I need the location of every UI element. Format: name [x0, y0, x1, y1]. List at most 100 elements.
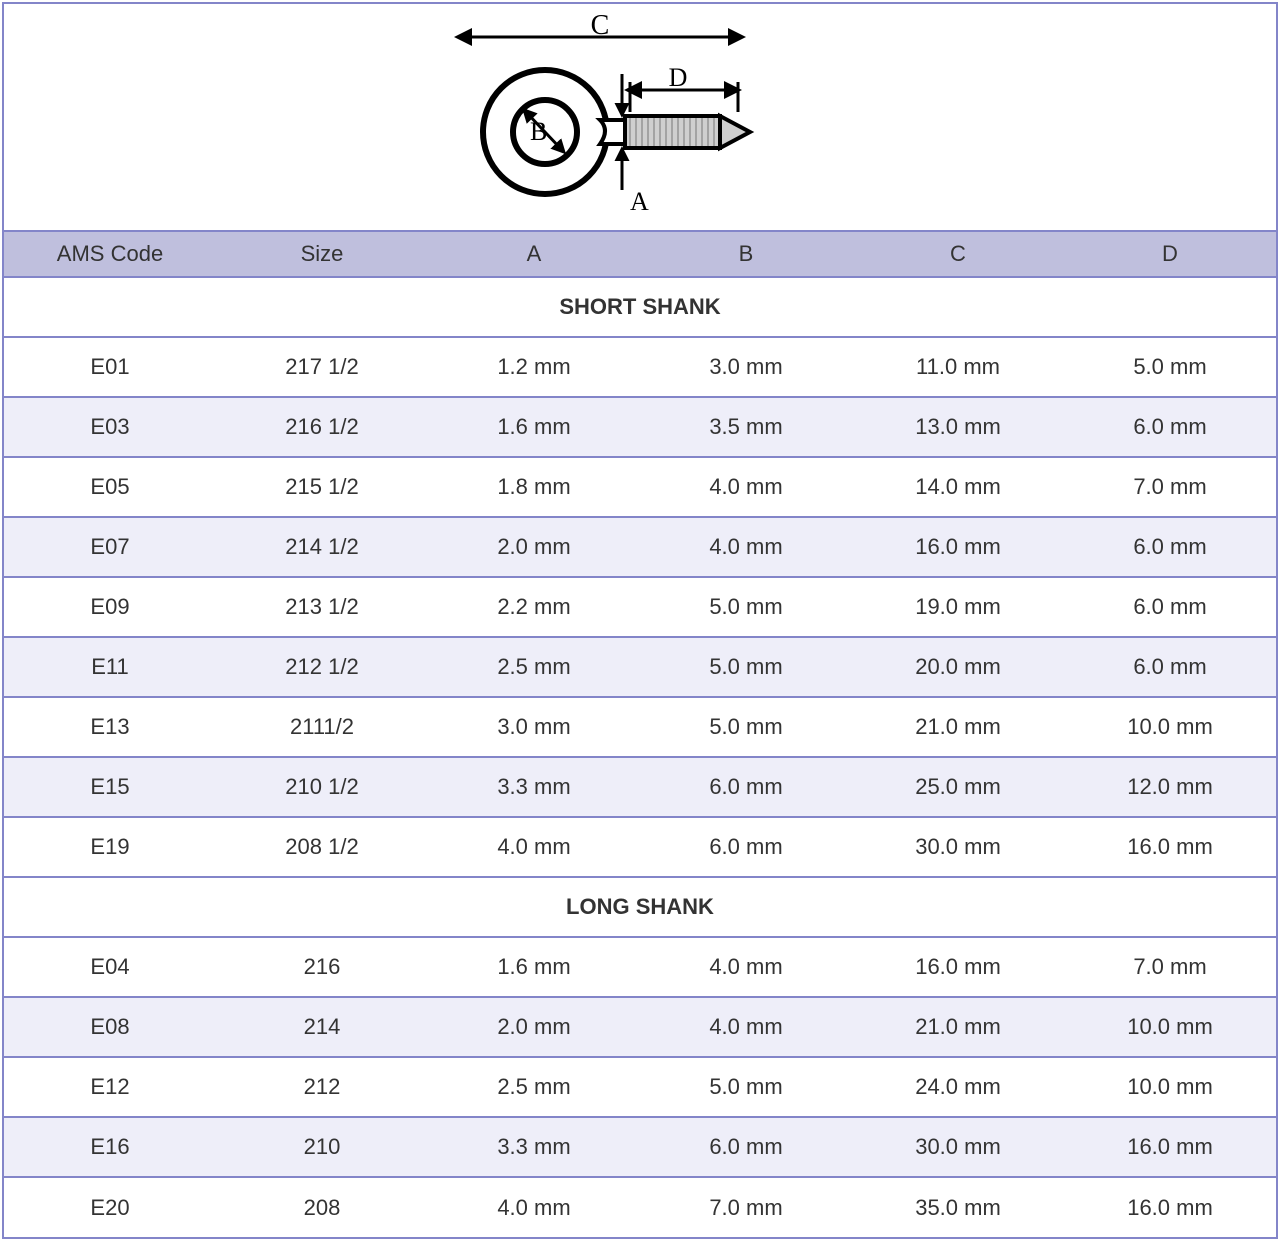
table-cell: 214: [216, 997, 428, 1057]
col-size: Size: [216, 232, 428, 277]
table-cell: 21.0 mm: [852, 697, 1064, 757]
table-cell: 5.0 mm: [1064, 337, 1276, 397]
table-cell: E09: [4, 577, 216, 637]
table-row: E09213 1/22.2 mm5.0 mm19.0 mm6.0 mm: [4, 577, 1276, 637]
table-row: E132111/23.0 mm5.0 mm21.0 mm10.0 mm: [4, 697, 1276, 757]
table-cell: 212 1/2: [216, 637, 428, 697]
table-cell: E16: [4, 1117, 216, 1177]
table-cell: 216 1/2: [216, 397, 428, 457]
label-d: D: [669, 63, 688, 92]
table-cell: 6.0 mm: [1064, 517, 1276, 577]
table-cell: 14.0 mm: [852, 457, 1064, 517]
table-cell: 11.0 mm: [852, 337, 1064, 397]
col-d: D: [1064, 232, 1276, 277]
table-cell: 5.0 mm: [640, 1057, 852, 1117]
table-cell: E04: [4, 937, 216, 997]
table-cell: 1.6 mm: [428, 937, 640, 997]
table-row: E07214 1/22.0 mm4.0 mm16.0 mm6.0 mm: [4, 517, 1276, 577]
section-header: SHORT SHANK: [4, 277, 1276, 337]
table-cell: 4.0 mm: [428, 817, 640, 877]
col-c: C: [852, 232, 1064, 277]
table-cell: 10.0 mm: [1064, 697, 1276, 757]
col-ams-code: AMS Code: [4, 232, 216, 277]
label-c: C: [591, 12, 610, 41]
table-cell: 1.2 mm: [428, 337, 640, 397]
table-cell: 208: [216, 1177, 428, 1237]
table-cell: 212: [216, 1057, 428, 1117]
table-row: E05215 1/21.8 mm4.0 mm14.0 mm7.0 mm: [4, 457, 1276, 517]
table-cell: 6.0 mm: [640, 757, 852, 817]
table-cell: 214 1/2: [216, 517, 428, 577]
table-cell: 7.0 mm: [1064, 457, 1276, 517]
table-cell: E15: [4, 757, 216, 817]
table-cell: 24.0 mm: [852, 1057, 1064, 1117]
table-cell: 3.5 mm: [640, 397, 852, 457]
table-cell: 6.0 mm: [1064, 397, 1276, 457]
table-cell: 5.0 mm: [640, 637, 852, 697]
table-cell: 16.0 mm: [1064, 1117, 1276, 1177]
table-cell: E19: [4, 817, 216, 877]
table-row: E15210 1/23.3 mm6.0 mm25.0 mm12.0 mm: [4, 757, 1276, 817]
table-cell: 10.0 mm: [1064, 997, 1276, 1057]
table-row: E03216 1/21.6 mm3.5 mm13.0 mm6.0 mm: [4, 397, 1276, 457]
table-cell: 16.0 mm: [852, 937, 1064, 997]
label-a: A: [630, 187, 649, 216]
table-cell: 25.0 mm: [852, 757, 1064, 817]
table-cell: 2.0 mm: [428, 997, 640, 1057]
table-cell: 35.0 mm: [852, 1177, 1064, 1237]
table-cell: E12: [4, 1057, 216, 1117]
table-cell: 210: [216, 1117, 428, 1177]
table-cell: E07: [4, 517, 216, 577]
table-cell: 4.0 mm: [640, 457, 852, 517]
table-cell: E01: [4, 337, 216, 397]
table-cell: E13: [4, 697, 216, 757]
table-row: E082142.0 mm4.0 mm21.0 mm10.0 mm: [4, 997, 1276, 1057]
col-b: B: [640, 232, 852, 277]
header-row: AMS Code Size A B C D: [4, 232, 1276, 277]
table-row: E19208 1/24.0 mm6.0 mm30.0 mm16.0 mm: [4, 817, 1276, 877]
table-cell: 6.0 mm: [1064, 577, 1276, 637]
table-cell: 2.0 mm: [428, 517, 640, 577]
table-cell: E11: [4, 637, 216, 697]
spec-table-container: C B: [2, 2, 1278, 1239]
table-cell: 5.0 mm: [640, 577, 852, 637]
table-cell: 7.0 mm: [640, 1177, 852, 1237]
table-cell: 3.3 mm: [428, 757, 640, 817]
table-cell: E03: [4, 397, 216, 457]
table-cell: 12.0 mm: [1064, 757, 1276, 817]
table-cell: 1.6 mm: [428, 397, 640, 457]
table-cell: 6.0 mm: [1064, 637, 1276, 697]
table-cell: E20: [4, 1177, 216, 1237]
diagram-area: C B: [4, 4, 1276, 232]
table-cell: 213 1/2: [216, 577, 428, 637]
col-a: A: [428, 232, 640, 277]
table-cell: 2.5 mm: [428, 1057, 640, 1117]
table-cell: 10.0 mm: [1064, 1057, 1276, 1117]
table-cell: 216: [216, 937, 428, 997]
table-row: E162103.3 mm6.0 mm30.0 mm16.0 mm: [4, 1117, 1276, 1177]
table-row: E202084.0 mm7.0 mm35.0 mm16.0 mm: [4, 1177, 1276, 1237]
table-cell: E05: [4, 457, 216, 517]
section-header: LONG SHANK: [4, 877, 1276, 937]
table-cell: 217 1/2: [216, 337, 428, 397]
table-row: E042161.6 mm4.0 mm16.0 mm7.0 mm: [4, 937, 1276, 997]
table-cell: 1.8 mm: [428, 457, 640, 517]
table-cell: 13.0 mm: [852, 397, 1064, 457]
table-cell: 4.0 mm: [640, 517, 852, 577]
table-cell: 2.2 mm: [428, 577, 640, 637]
table-row: E122122.5 mm5.0 mm24.0 mm10.0 mm: [4, 1057, 1276, 1117]
table-cell: 30.0 mm: [852, 817, 1064, 877]
table-cell: 30.0 mm: [852, 1117, 1064, 1177]
table-cell: E08: [4, 997, 216, 1057]
table-cell: 4.0 mm: [640, 997, 852, 1057]
table-cell: 6.0 mm: [640, 1117, 852, 1177]
table-cell: 4.0 mm: [640, 937, 852, 997]
table-cell: 2.5 mm: [428, 637, 640, 697]
table-cell: 16.0 mm: [1064, 817, 1276, 877]
table-cell: 3.0 mm: [428, 697, 640, 757]
table-cell: 7.0 mm: [1064, 937, 1276, 997]
table-cell: 5.0 mm: [640, 697, 852, 757]
table-cell: 208 1/2: [216, 817, 428, 877]
table-cell: 2111/2: [216, 697, 428, 757]
eyebolt-diagram: C B: [430, 12, 850, 222]
